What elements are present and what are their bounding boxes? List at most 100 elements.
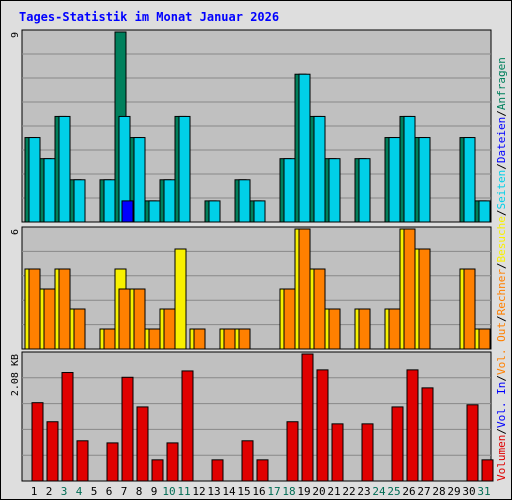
panel-volume: 2.08 KB: [10, 352, 493, 481]
bar-visits-rechner-day-7: [119, 289, 130, 349]
day-label-6: 6: [106, 485, 113, 498]
day-label-7: 7: [121, 485, 128, 498]
day-label-20: 20: [312, 485, 325, 498]
day-label-10: 10: [162, 485, 175, 498]
bar-requests-dateien-day-23: [359, 159, 370, 222]
bar-volume-volumen-day-26: [407, 370, 418, 481]
y-tick-label-requests: 9: [10, 32, 21, 38]
day-label-18: 18: [282, 485, 295, 498]
day-label-5: 5: [91, 485, 98, 498]
bar-volume-volumen-day-13: [212, 460, 223, 481]
bar-volume-volumen-day-30: [467, 405, 478, 481]
bar-visits-rechner-day-23: [359, 309, 370, 349]
day-label-24: 24: [372, 485, 386, 498]
day-label-16: 16: [252, 485, 265, 498]
bar-visits-rechner-day-18: [284, 289, 295, 349]
bar-visits-rechner-day-9: [149, 329, 160, 349]
day-axis-labels: 1 2 3 4 5 6 7 8 9 10 11 12 13 14 15 16 17 18 19 20 21 22 23 24 2…: [31, 485, 491, 498]
bar-visits-rechner-day-1: [29, 269, 40, 349]
bar-volume-volumen-day-1: [32, 403, 43, 481]
bar-requests-dateien-day-27: [419, 138, 430, 222]
day-label-1: 1: [31, 485, 38, 498]
bar-visits-rechner-day-19: [299, 229, 310, 349]
bar-requests-dateien-day-6: [104, 180, 115, 222]
day-label-9: 9: [151, 485, 158, 498]
legend-separator: /: [495, 163, 508, 170]
bar-volume-volumen-day-8: [137, 407, 148, 481]
bar-visits-rechner-day-3: [59, 269, 70, 349]
bar-visits-rechner-day-8: [134, 289, 145, 349]
day-label-19: 19: [297, 485, 310, 498]
bar-volume-volumen-day-27: [422, 388, 433, 481]
bar-volume-volumen-day-15: [242, 441, 253, 481]
bar-volume-volumen-day-21: [332, 424, 343, 481]
day-label-26: 26: [402, 485, 415, 498]
bar-visits-rechner-day-30: [464, 269, 475, 349]
bar-visits-rechner-day-6: [104, 329, 115, 349]
legend-separator: /: [495, 262, 508, 269]
bar-visits-rechner-day-10: [164, 309, 175, 349]
bar-volume-volumen-day-9: [152, 460, 163, 481]
day-label-12: 12: [192, 485, 205, 498]
bar-volume-volumen-day-4: [77, 441, 88, 481]
day-label-2: 2: [46, 485, 53, 498]
bar-volume-volumen-day-25: [392, 407, 403, 481]
bar-visits-rechner-day-27: [419, 249, 430, 349]
bar-requests-dateien-day-31: [479, 201, 490, 222]
bar-volume-volumen-day-23: [362, 424, 373, 481]
chart-legend: Volumen/Vol. In/Vol. Out/Rechner/Besuche…: [495, 57, 508, 481]
bar-requests-dateien-day-2: [44, 159, 55, 222]
y-tick-label-visits: 6: [10, 229, 21, 235]
bar-volume-volumen-day-19: [302, 354, 313, 481]
day-label-14: 14: [222, 485, 236, 498]
day-label-8: 8: [136, 485, 143, 498]
bar-requests-dateien-day-21: [329, 159, 340, 222]
bar-requests-dateien-day-25: [389, 138, 400, 222]
bar-requests-dateien-day-10: [164, 180, 175, 222]
legend-entry-dateien: Dateien: [495, 117, 508, 163]
legend-entry-volin: Vol. In: [495, 382, 508, 428]
bar-volume-volumen-day-6: [107, 443, 118, 481]
bar-requests-dateien-day-20: [314, 116, 325, 222]
bar-requests-dateien-day-11: [179, 116, 190, 222]
bar-requests-seiten-day-7: [122, 201, 133, 222]
chart-title: Tages-Statistik im Monat Januar 2026: [19, 10, 279, 24]
day-label-28: 28: [432, 485, 445, 498]
bar-visits-rechner-day-31: [479, 329, 490, 349]
bar-visits-besuche-day-11: [175, 249, 186, 349]
bar-volume-volumen-day-20: [317, 370, 328, 481]
legend-entry-seiten: Seiten: [495, 170, 508, 210]
legend-separator: /: [495, 375, 508, 382]
bar-requests-dateien-day-8: [134, 138, 145, 222]
day-label-21: 21: [327, 485, 340, 498]
day-label-23: 23: [357, 485, 370, 498]
bar-volume-volumen-day-18: [287, 422, 298, 481]
day-label-29: 29: [447, 485, 460, 498]
bar-visits-rechner-day-2: [44, 289, 55, 349]
day-label-3: 3: [61, 485, 68, 498]
legend-entry-volumen: Volumen: [495, 435, 508, 481]
bar-requests-dateien-day-9: [149, 201, 160, 222]
legend-entry-rechner: Rechner: [495, 269, 508, 316]
panel-requests: 9: [10, 30, 491, 222]
legend-entry-anfragen: Anfragen: [495, 57, 508, 110]
bar-visits-rechner-day-20: [314, 269, 325, 349]
bar-volume-volumen-day-31: [482, 460, 493, 481]
series-Seiten: [122, 201, 133, 222]
day-label-30: 30: [462, 485, 475, 498]
bar-requests-dateien-day-13: [209, 201, 220, 222]
bar-visits-rechner-day-4: [74, 309, 85, 349]
day-label-22: 22: [342, 485, 355, 498]
bar-requests-dateien-day-4: [74, 180, 85, 222]
day-label-4: 4: [76, 485, 83, 498]
legend-entry-besuche: Besuche: [495, 216, 508, 262]
bar-volume-volumen-day-2: [47, 422, 58, 481]
bar-volume-volumen-day-10: [167, 443, 178, 481]
day-label-31: 31: [477, 485, 490, 498]
panel-visits: 6: [10, 227, 491, 349]
day-label-15: 15: [237, 485, 250, 498]
bar-requests-dateien-day-16: [254, 201, 265, 222]
bar-volume-volumen-day-16: [257, 460, 268, 481]
legend-separator: /: [495, 315, 508, 322]
